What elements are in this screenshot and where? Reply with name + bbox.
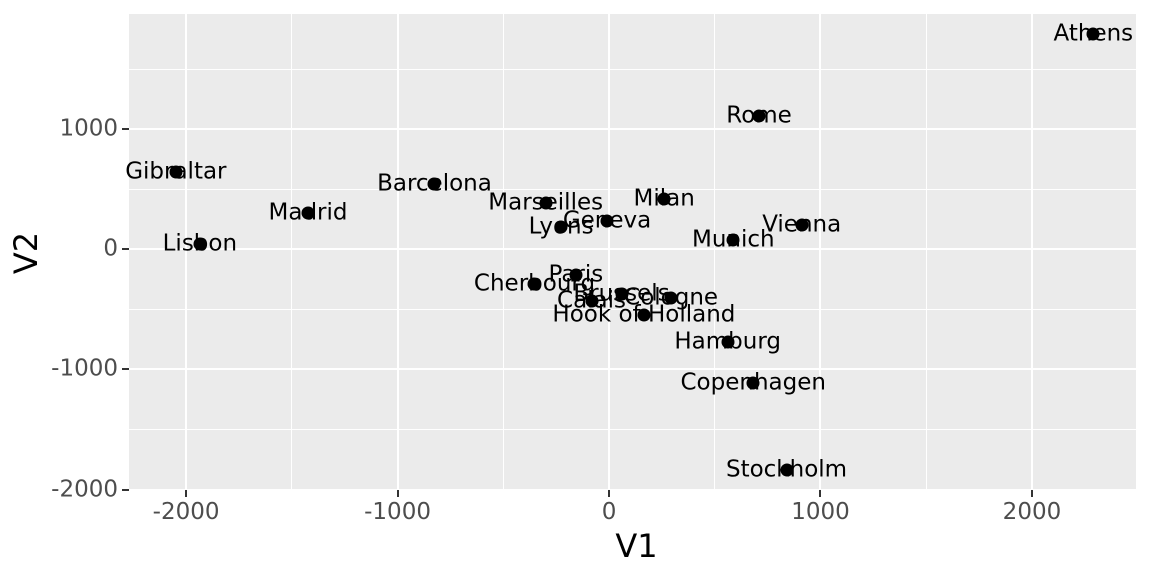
major-gridline-h — [129, 488, 1136, 490]
data-point-marseilles — [539, 196, 553, 210]
minor-gridline-v — [291, 14, 293, 490]
major-gridline-v — [819, 14, 822, 490]
data-point-calais — [585, 294, 599, 308]
point-label-barcelona: Barcelona — [377, 170, 492, 197]
data-point-brussels — [615, 287, 629, 301]
major-gridline-v — [1030, 14, 1033, 490]
point-label-milan: Milan — [633, 185, 695, 212]
y-axis-tick-label: -2000 — [51, 475, 118, 502]
y-axis-tick-mark — [122, 128, 129, 131]
major-gridline-v — [185, 14, 188, 490]
major-gridline-v — [396, 14, 399, 490]
y-axis-tick-label: 1000 — [59, 115, 118, 142]
major-gridline-h — [129, 128, 1136, 131]
point-label-calais: Calais — [557, 287, 627, 314]
data-point-geneva — [600, 214, 614, 228]
data-point-barcelona — [427, 177, 441, 191]
point-label-athens: Athens — [1053, 19, 1134, 46]
point-label-madrid: Madrid — [268, 199, 348, 226]
point-label-rome: Rome — [726, 102, 792, 129]
data-point-munich — [726, 233, 740, 247]
x-axis-tick-label: 2000 — [1002, 499, 1062, 525]
data-point-copenhagen — [746, 376, 760, 390]
point-label-cherbourg: Cherbourg — [473, 270, 596, 297]
minor-gridline-h — [129, 308, 1136, 310]
minor-gridline-v — [502, 14, 504, 490]
point-label-cologne: Cologne — [624, 284, 719, 311]
x-axis-tick-label: -1000 — [364, 499, 431, 525]
y-axis-tick-label: 0 — [103, 235, 118, 262]
data-point-cologne — [664, 291, 678, 305]
major-gridline-v — [608, 14, 611, 490]
point-label-paris: Paris — [548, 261, 604, 288]
point-label-geneva: Geneva — [562, 206, 652, 233]
point-label-lisbon: Lisbon — [162, 229, 238, 256]
x-axis-title: V1 — [615, 527, 658, 565]
data-point-madrid — [301, 206, 315, 220]
y-axis-tick-mark — [122, 368, 129, 371]
x-axis-tick-label: -2000 — [152, 499, 220, 525]
x-axis-tick-mark — [608, 490, 611, 497]
x-axis-tick-label: 1000 — [791, 499, 850, 525]
major-gridline-h — [129, 248, 1136, 251]
data-point-cherbourg — [527, 277, 541, 291]
data-point-milan — [657, 192, 671, 206]
data-point-lyons — [554, 220, 568, 234]
point-label-copenhagen: Copenhagen — [680, 368, 826, 395]
data-point-gibraltar — [169, 165, 183, 179]
minor-gridline-h — [129, 68, 1136, 70]
data-point-paris — [569, 268, 583, 282]
y-axis-tick-mark — [122, 488, 129, 491]
minor-gridline-v — [714, 14, 716, 490]
y-axis-title: V2 — [7, 231, 45, 275]
minor-gridline-v — [925, 14, 927, 490]
point-label-stockholm: Stockholm — [725, 456, 848, 483]
x-axis-tick-mark — [819, 490, 822, 497]
y-axis-tick-mark — [122, 248, 129, 251]
x-axis-tick-mark — [185, 490, 188, 497]
x-axis-tick-mark — [396, 490, 399, 497]
point-label-marseilles: Marseilles — [488, 189, 604, 216]
data-point-lisbon — [193, 237, 207, 251]
major-gridline-h — [129, 368, 1136, 371]
data-point-hook-of-holland — [637, 308, 651, 322]
x-axis-tick-label: 0 — [601, 499, 617, 525]
point-label-vienna: Vienna — [762, 211, 842, 238]
point-label-munich: Munich — [691, 226, 775, 253]
data-point-stockholm — [780, 463, 794, 477]
point-label-gibraltar: Gibraltar — [125, 158, 227, 185]
point-label-brussels: Brussels — [573, 279, 670, 306]
plot-panel — [129, 14, 1136, 490]
data-point-athens — [1086, 27, 1100, 41]
data-point-hamburg — [721, 335, 735, 349]
point-label-hamburg: Hamburg — [674, 328, 781, 355]
data-point-rome — [752, 109, 766, 123]
y-axis-tick-label: -1000 — [51, 355, 118, 382]
minor-gridline-h — [129, 429, 1136, 430]
x-axis-tick-mark — [1030, 490, 1033, 497]
point-label-lyons: Lyons — [528, 213, 594, 240]
point-label-hook-of-holland: Hook of Holland — [552, 301, 736, 328]
minor-gridline-h — [129, 188, 1136, 190]
data-point-vienna — [795, 218, 809, 232]
